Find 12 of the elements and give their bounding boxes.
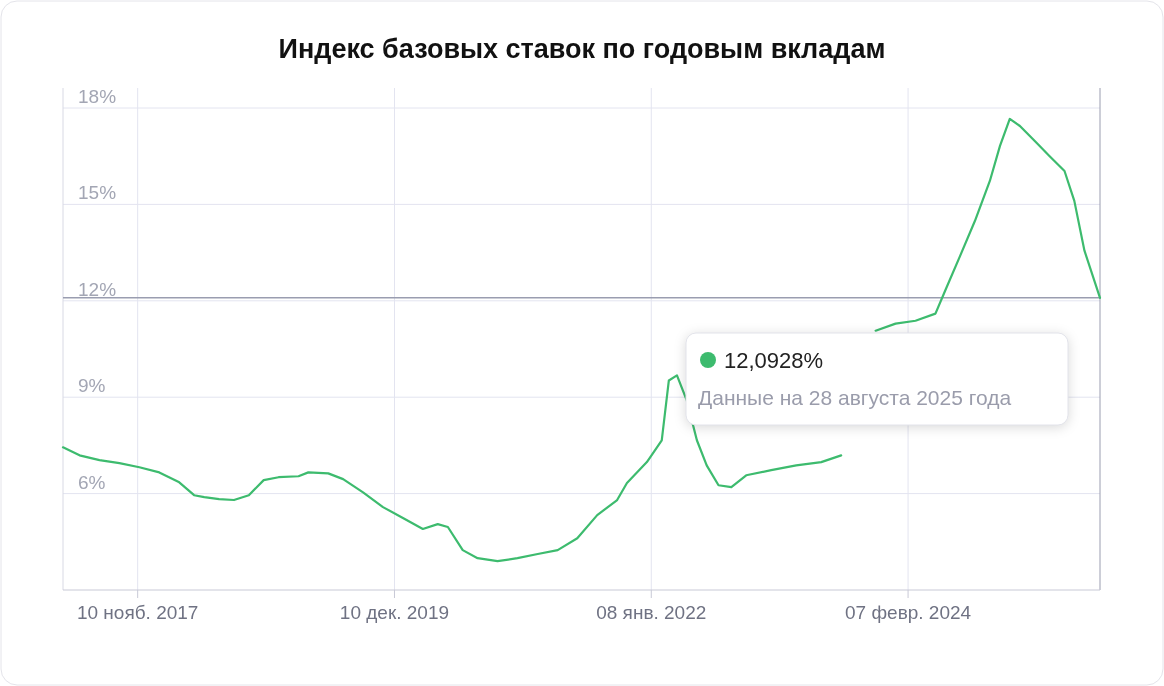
- annotation: 12,0928%: [724, 348, 824, 373]
- x-tick-label: 10 нояб. 2017: [76, 602, 199, 623]
- y-tick-label: 15%: [78, 182, 117, 204]
- annotation: Данные на 28 августа 2025 года: [698, 386, 1012, 409]
- y-tick-label: 18%: [78, 86, 117, 107]
- y-tick-label: 12%: [78, 278, 117, 300]
- x-tick-label: 10 дек. 2019: [339, 602, 450, 623]
- y-tick-label: 9%: [78, 375, 106, 397]
- x-tick-label: 08 янв. 2022: [596, 602, 707, 623]
- chart-title: Индекс базовых ставок по годовым вкладам: [278, 34, 886, 64]
- x-tick-label: 07 февр. 2024: [845, 602, 972, 623]
- y-tick-label: 6%: [78, 471, 106, 493]
